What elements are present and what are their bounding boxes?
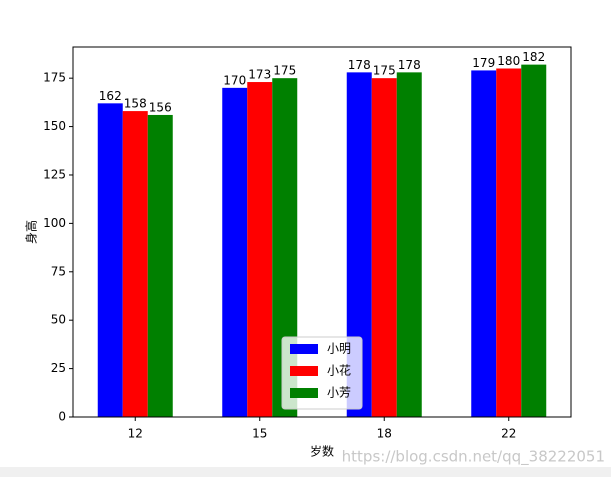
y-tick-label: 175 — [43, 71, 66, 85]
bar — [496, 68, 522, 417]
y-tick-label: 0 — [58, 410, 66, 424]
value-label: 158 — [124, 97, 147, 111]
x-tick-label: 15 — [252, 427, 267, 441]
y-tick-label: 100 — [43, 216, 66, 230]
value-label: 156 — [149, 100, 172, 114]
legend-label: 小明 — [327, 342, 351, 356]
value-label: 175 — [373, 64, 396, 78]
bar — [247, 82, 273, 417]
value-label: 173 — [248, 68, 271, 82]
value-label: 162 — [99, 89, 122, 103]
value-label: 179 — [472, 56, 495, 70]
bar — [122, 111, 148, 418]
value-label: 178 — [348, 58, 371, 72]
y-tick-label: 25 — [51, 361, 66, 375]
y-tick-label: 50 — [51, 313, 66, 327]
x-tick-label: 12 — [128, 427, 143, 441]
bar — [471, 70, 497, 418]
bottom-strip — [0, 467, 611, 477]
bar — [371, 78, 397, 418]
value-label: 182 — [522, 50, 545, 64]
bar — [396, 72, 422, 418]
watermark: https://blog.csdn.net/qq_38222051 — [342, 448, 605, 467]
legend-label: 小芳 — [327, 386, 351, 400]
bar — [147, 114, 173, 418]
value-label: 175 — [273, 64, 296, 78]
legend-swatch — [290, 366, 318, 376]
bar — [521, 64, 547, 417]
bar — [97, 103, 123, 418]
value-label: 170 — [223, 73, 246, 87]
x-tick-label: 18 — [377, 427, 392, 441]
legend-swatch — [290, 344, 318, 354]
x-tick-label: 22 — [501, 427, 516, 441]
y-tick-label: 150 — [43, 119, 66, 133]
x-axis-label: 岁数 — [310, 444, 334, 459]
bar — [222, 87, 248, 417]
legend-label: 小花 — [327, 363, 351, 378]
y-tick-label: 125 — [43, 167, 66, 181]
value-label: 180 — [497, 54, 520, 68]
legend-swatch — [290, 388, 318, 398]
y-tick-label: 75 — [51, 264, 66, 278]
value-label: 178 — [398, 58, 421, 72]
y-axis-label: 身高 — [24, 220, 39, 244]
plot-frame — [72, 46, 572, 418]
